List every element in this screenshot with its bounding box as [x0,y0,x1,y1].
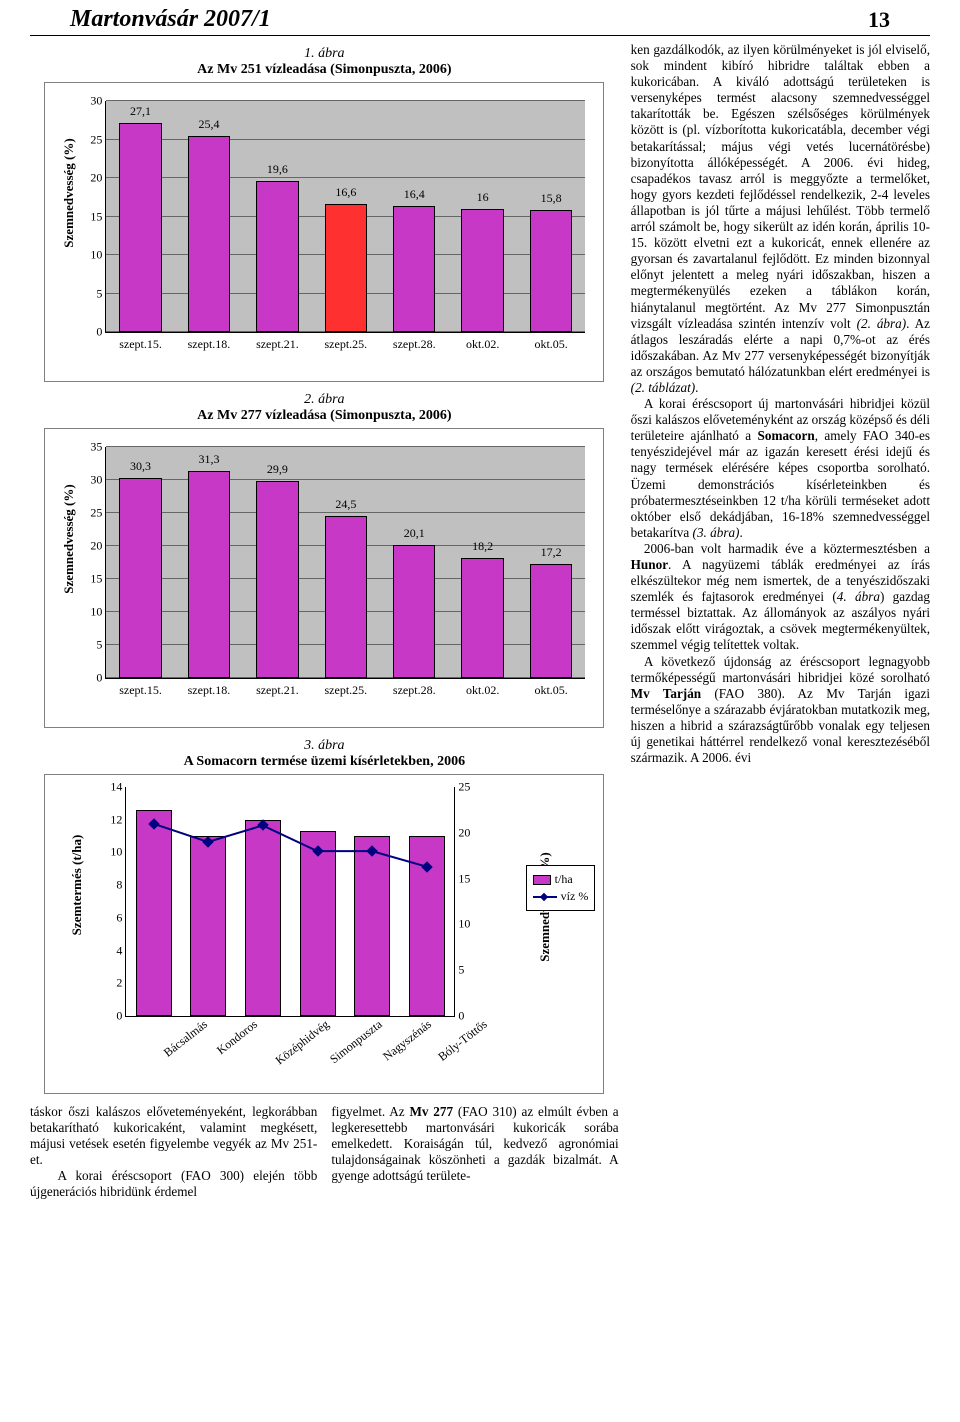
xtick-label: Nagyszénás [380,1017,434,1064]
xtick-label: szept.21. [256,683,299,698]
fig2-title: Az Mv 277 vízleadása (Simonpuszta, 2006) [197,408,451,423]
xtick-label: szept.25. [325,337,368,352]
xtick-label: Középhidvég [273,1017,333,1068]
chart-2: Szemnedvesség (%) 0510152025303530,3szep… [44,428,604,728]
fig2-label: 2. ábra [304,392,344,407]
xtick-label: szept.15. [119,337,162,352]
bar [256,181,298,332]
xtick-label: Bóly-Töttős [435,1017,490,1065]
xtick-label: okt.02. [466,337,499,352]
bar [461,558,503,678]
xtick-label: Bácsalmás [161,1017,211,1060]
chart3-ylabel-left: Szemtermés (t/ha) [69,795,85,975]
page-number: 13 [868,7,890,33]
bar-value-label: 17,2 [541,545,562,560]
journal-title: Martonvásár 2007/1 [70,6,271,33]
bar-value-label: 24,5 [335,497,356,512]
bar [188,136,230,332]
xtick-label: szept.15. [119,683,162,698]
bar [530,210,572,332]
fig3-title: A Somacorn termése üzemi kísérletekben, … [184,754,466,769]
bar-value-label: 18,2 [472,539,493,554]
fig1-title: Az Mv 251 vízleadása (Simonpuszta, 2006) [197,62,451,77]
bar [119,478,161,678]
fig1-label: 1. ábra [304,46,344,61]
bar [393,545,435,678]
bottom-text-columns: táskor őszi kalászos előveteményeként, l… [30,1104,619,1201]
bar-value-label: 30,3 [130,459,151,474]
bar-value-label: 20,1 [404,526,425,541]
bar [393,206,435,332]
xtick-label: okt.05. [534,683,567,698]
bottom-right-text: figyelmet. Az Mv 277 (FAO 310) az elmúlt… [331,1104,618,1201]
bar-value-label: 31,3 [198,452,219,467]
bar [325,204,367,332]
bar-value-label: 25,4 [198,117,219,132]
bottom-left-text: táskor őszi kalászos előveteményeként, l… [30,1104,317,1201]
bar [530,564,572,678]
bar-value-label: 15,8 [541,191,562,206]
xtick-label: szept.28. [393,683,436,698]
right-column: ken gazdálkodók, az ilyen körülményeket … [631,42,930,1201]
bar-value-label: 27,1 [130,104,151,119]
bar-value-label: 16,4 [404,187,425,202]
bar [461,209,503,332]
legend-label-bar: t/ha [555,872,573,887]
bar [256,481,298,678]
bar [188,471,230,678]
chart3-legend: t/ha víz % [526,865,596,911]
xtick-label: Simonpuszta [327,1017,385,1067]
fig3-label: 3. ábra [304,738,344,753]
bar [119,123,161,332]
fig1-caption: 1. ábra Az Mv 251 vízleadása (Simonpuszt… [30,46,619,78]
xtick-label: okt.05. [534,337,567,352]
left-column: 1. ábra Az Mv 251 vízleadása (Simonpuszt… [30,42,619,1201]
bar [325,516,367,678]
xtick-label: szept.18. [188,683,231,698]
legend-line-icon [533,896,557,898]
legend-label-line: víz % [561,889,589,904]
chart-1: Szemnedvesség (%) 05101520253027,1szept.… [44,82,604,382]
xtick-label: szept.28. [393,337,436,352]
chart2-ylabel: Szemnedvesség (%) [61,449,77,629]
fig2-caption: 2. ábra Az Mv 277 vízleadása (Simonpuszt… [30,392,619,424]
chart3-plot: 024681012140510152025BácsalmásKondorosKö… [125,787,455,1017]
page-header: Martonvásár 2007/1 13 [30,0,930,36]
chart2-plot: 0510152025303530,3szept.15.31,3szept.18.… [105,447,585,679]
bar-value-label: 29,9 [267,462,288,477]
xtick-label: szept.18. [188,337,231,352]
chart1-ylabel: Szemnedvesség (%) [61,103,77,283]
xtick-label: szept.25. [325,683,368,698]
bar-value-label: 16,6 [335,185,356,200]
legend-swatch-bar [533,875,551,885]
bar-value-label: 19,6 [267,162,288,177]
xtick-label: szept.21. [256,337,299,352]
bar-value-label: 16 [477,190,489,205]
xtick-label: Kondoros [214,1017,261,1058]
chart-3: Szemtermés (t/ha) Szemnedvesség (%) 0246… [44,774,604,1094]
xtick-label: okt.02. [466,683,499,698]
fig3-caption: 3. ábra A Somacorn termése üzemi kísérle… [30,738,619,770]
chart1-plot: 05101520253027,1szept.15.25,4szept.18.19… [105,101,585,333]
line-series [126,787,454,1016]
